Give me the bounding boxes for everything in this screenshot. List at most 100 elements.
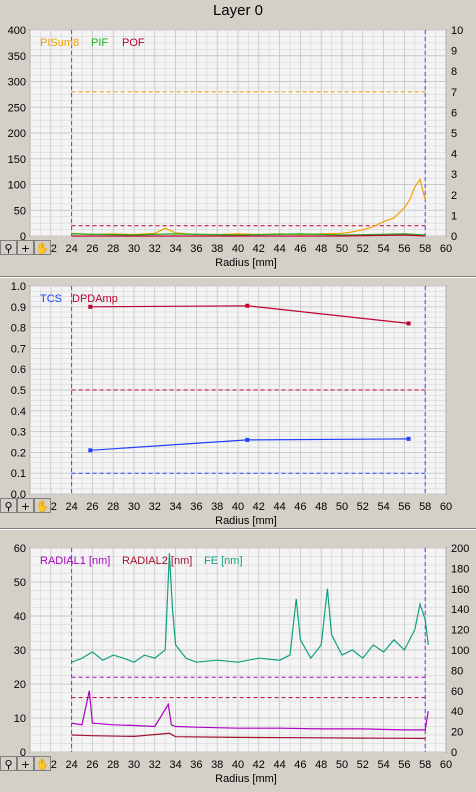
crosshair-icon[interactable]: + xyxy=(17,240,34,255)
x-tick-label: 24 xyxy=(65,243,77,255)
x-tick-label: 42 xyxy=(253,759,265,771)
y-tick-label: 0.1 xyxy=(11,468,26,480)
hand-icon[interactable]: ✋ xyxy=(34,240,51,255)
series-line xyxy=(71,553,429,663)
x-tick-label: 52 xyxy=(357,759,369,771)
y2-tick-label: 20 xyxy=(451,727,463,739)
chart-toolbar: ⚲ + ✋ xyxy=(0,756,51,772)
y-tick-label: 0.7 xyxy=(11,343,26,355)
hand-icon[interactable]: ✋ xyxy=(34,498,51,513)
legend-entry: PIF xyxy=(91,37,108,49)
zoom-icon[interactable]: ⚲ xyxy=(0,756,17,771)
y2-tick-label: 0 xyxy=(451,747,457,759)
y2-tick-label: 60 xyxy=(451,686,463,698)
crosshair-icon[interactable]: + xyxy=(17,498,34,513)
y2-tick-label: 200 xyxy=(451,543,469,555)
y-tick-label: 50 xyxy=(14,205,26,217)
x-tick-label: 26 xyxy=(86,243,98,255)
series-line xyxy=(71,732,426,739)
x-tick-label: 26 xyxy=(86,759,98,771)
x-tick-label: 54 xyxy=(377,501,389,513)
data-point xyxy=(245,437,250,442)
legend-entry: TCS xyxy=(40,293,62,305)
x-tick-label: 30 xyxy=(128,243,140,255)
x-tick-label: 42 xyxy=(253,243,265,255)
x-tick-label: 60 xyxy=(440,759,452,771)
y2-tick-label: 9 xyxy=(451,46,457,58)
y-tick-label: 150 xyxy=(8,154,26,166)
x-tick-label: 28 xyxy=(107,759,119,771)
y-tick-label: 50 xyxy=(14,577,26,589)
x-tick-label: 26 xyxy=(86,501,98,513)
data-point xyxy=(88,304,93,309)
y2-tick-label: 140 xyxy=(451,604,469,616)
x-tick-label: 32 xyxy=(149,501,161,513)
zoom-icon[interactable]: ⚲ xyxy=(0,240,17,255)
x-tick-label: 52 xyxy=(357,501,369,513)
y-tick-label: 30 xyxy=(14,645,26,657)
x-tick-label: 46 xyxy=(294,501,306,513)
chart-toolbar: ⚲ + ✋ xyxy=(0,498,51,514)
x-tick-label: 50 xyxy=(336,501,348,513)
x-tick-label: 58 xyxy=(419,501,431,513)
chart-panel-radial: 0 10 20 30 40 50 60 0 20 40 60 80 100 120 140 160 180 200… xyxy=(0,530,476,792)
x-axis-label: Radius [mm] xyxy=(215,773,277,785)
y-tick-label: 200 xyxy=(8,128,26,140)
x-tick-label: 44 xyxy=(273,759,285,771)
chart-svg: 0.00.10.20.30.40.50.60.70.80.91.02022242… xyxy=(11,281,452,527)
y-tick-label: 10 xyxy=(14,713,26,725)
hand-icon[interactable]: ✋ xyxy=(34,756,51,771)
y-tick-label: 0.5 xyxy=(11,385,26,397)
x-tick-label: 44 xyxy=(273,243,285,255)
x-tick-label: 36 xyxy=(190,243,202,255)
chart-svg: 0501001502002503003504000123456789102022… xyxy=(8,25,464,269)
y-tick-label: 20 xyxy=(14,679,26,691)
chart-svg: 0102030405060020406080100120140160180200… xyxy=(14,543,470,785)
x-tick-label: 38 xyxy=(211,759,223,771)
y-tick-label: 40 xyxy=(14,611,26,623)
x-tick-label: 32 xyxy=(149,759,161,771)
y2-tick-label: 6 xyxy=(451,107,457,119)
x-tick-label: 36 xyxy=(190,759,202,771)
y2-tick-label: 3 xyxy=(451,169,457,181)
x-tick-label: 56 xyxy=(398,501,410,513)
y2-tick-label: 7 xyxy=(451,87,457,99)
window-title: Layer 0 xyxy=(212,2,264,19)
x-tick-label: 38 xyxy=(211,501,223,513)
x-tick-label: 34 xyxy=(169,759,181,771)
panel-divider[interactable] xyxy=(0,276,476,278)
y-tick-label: 60 xyxy=(14,543,26,555)
legend-entry: RADIAL1 [nm] xyxy=(40,555,110,567)
x-tick-label: 56 xyxy=(398,759,410,771)
legend-entry: POF xyxy=(122,37,145,49)
y2-tick-label: 40 xyxy=(451,706,463,718)
x-tick-label: 46 xyxy=(294,759,306,771)
x-tick-label: 32 xyxy=(149,243,161,255)
x-tick-label: 34 xyxy=(169,501,181,513)
x-tick-label: 50 xyxy=(336,243,348,255)
y2-tick-label: 5 xyxy=(451,128,457,140)
y-tick-label: 0 xyxy=(20,747,26,759)
x-tick-label: 40 xyxy=(232,759,244,771)
series-line xyxy=(71,690,429,731)
x-tick-label: 50 xyxy=(336,759,348,771)
y-tick-label: 0.9 xyxy=(11,302,26,314)
x-tick-label: 34 xyxy=(169,243,181,255)
legend-entry: DPDAmp xyxy=(72,293,118,305)
x-tick-label: 40 xyxy=(232,501,244,513)
zoom-icon[interactable]: ⚲ xyxy=(0,498,17,513)
y2-tick-label: 120 xyxy=(451,625,469,637)
chart-panel-tcs: 0.00.10.20.30.40.50.60.70.80.91.02022242… xyxy=(0,278,476,528)
series-line xyxy=(71,233,426,236)
y2-tick-label: 8 xyxy=(451,66,457,78)
data-point xyxy=(406,436,411,441)
y-tick-label: 300 xyxy=(8,77,26,89)
panel-divider[interactable] xyxy=(0,528,476,530)
legend-entry: PISum8 xyxy=(40,37,79,49)
y-tick-label: 250 xyxy=(8,102,26,114)
crosshair-icon[interactable]: + xyxy=(17,756,34,771)
y2-tick-label: 180 xyxy=(451,563,469,575)
y2-tick-label: 4 xyxy=(451,149,457,161)
x-tick-label: 48 xyxy=(315,243,327,255)
y2-tick-label: 2 xyxy=(451,190,457,202)
